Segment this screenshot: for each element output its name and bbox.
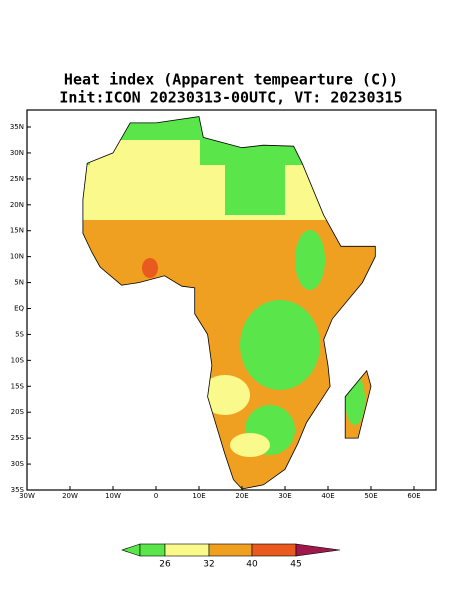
lat-label: 15N [10, 227, 24, 235]
lon-label: 10W [105, 492, 121, 500]
lat-label: 10N [10, 253, 24, 261]
lat-label: EQ [14, 305, 24, 313]
colorbar-segment [139, 543, 166, 557]
lat-label: 25S [11, 434, 25, 442]
colorbar-segment [251, 543, 297, 557]
colorbar-segment [164, 543, 210, 557]
zone-green [225, 165, 285, 215]
colorbar-label: 26 [159, 560, 171, 570]
lat-label: 5S [15, 330, 24, 338]
lon-label: 40E [321, 492, 334, 500]
zone-yellow [230, 433, 270, 457]
lat-label: 10S [11, 356, 25, 364]
coastline [344, 369, 372, 439]
lat-label: 35S [11, 486, 25, 494]
colorbar-label: 45 [290, 560, 301, 570]
colorbar-label: 40 [246, 560, 258, 570]
lat-label: 25N [10, 175, 24, 183]
coastline [82, 116, 376, 490]
lon-label: 0 [154, 492, 158, 500]
colorbar-extend [121, 543, 141, 557]
zone-yellow [200, 375, 250, 415]
lon-label: 60E [407, 492, 420, 500]
lon-label: 50E [364, 492, 377, 500]
lat-label: 5N [14, 279, 24, 287]
zone-red [142, 258, 158, 278]
lon-label: 30W [19, 492, 35, 500]
lat-label: 20N [10, 201, 24, 209]
colorbar-label: 32 [203, 560, 214, 570]
zone-yellow [82, 190, 140, 210]
lat-label: 15S [11, 382, 25, 390]
zone-green [240, 300, 320, 390]
lon-label: 30E [278, 492, 291, 500]
lon-label: 10E [192, 492, 205, 500]
lat-label: 35N [10, 123, 24, 131]
subtitle: Init:ICON 20230313-00UTC, VT: 20230315 [59, 89, 402, 107]
lon-label: 20W [62, 492, 78, 500]
lon-label: 20E [235, 492, 248, 500]
lat-label: 30S [11, 460, 25, 468]
colorbar-extend [295, 543, 341, 557]
zone-green [295, 230, 325, 290]
lat-label: 20S [11, 408, 25, 416]
lat-label: 30N [10, 149, 24, 157]
colorbar-segment [208, 543, 253, 557]
colorbar [121, 543, 341, 557]
title: Heat index (Apparent tempearture (C)) [64, 71, 398, 89]
